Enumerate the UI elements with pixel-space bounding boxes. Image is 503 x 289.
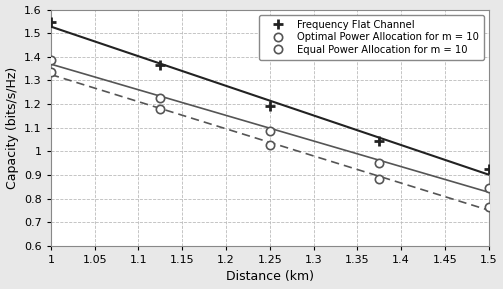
Equal Power Allocation for m = 10 xyxy=(376,177,382,180)
Line: Frequency Flat Channel: Frequency Flat Channel xyxy=(46,17,493,174)
X-axis label: Distance (km): Distance (km) xyxy=(226,271,314,284)
Frequency Flat Channel xyxy=(376,139,382,142)
Line: Equal Power Allocation for m = 10: Equal Power Allocation for m = 10 xyxy=(47,68,493,211)
Legend: Frequency Flat Channel, Optimal Power Allocation for m = 10, Equal Power Allocat: Frequency Flat Channel, Optimal Power Al… xyxy=(259,14,483,60)
Optimal Power Allocation for m = 10 xyxy=(376,162,382,165)
Frequency Flat Channel xyxy=(485,167,491,171)
Optimal Power Allocation for m = 10 xyxy=(48,59,54,62)
Y-axis label: Capacity (bits/s/Hz): Capacity (bits/s/Hz) xyxy=(6,66,19,189)
Equal Power Allocation for m = 10 xyxy=(485,205,491,209)
Optimal Power Allocation for m = 10 xyxy=(267,129,273,133)
Line: Optimal Power Allocation for m = 10: Optimal Power Allocation for m = 10 xyxy=(47,56,493,192)
Optimal Power Allocation for m = 10 xyxy=(485,186,491,190)
Equal Power Allocation for m = 10 xyxy=(48,71,54,74)
Frequency Flat Channel xyxy=(157,63,163,67)
Equal Power Allocation for m = 10 xyxy=(267,144,273,147)
Optimal Power Allocation for m = 10 xyxy=(157,97,163,100)
Equal Power Allocation for m = 10 xyxy=(157,107,163,110)
Frequency Flat Channel xyxy=(48,20,54,24)
Frequency Flat Channel xyxy=(267,105,273,108)
